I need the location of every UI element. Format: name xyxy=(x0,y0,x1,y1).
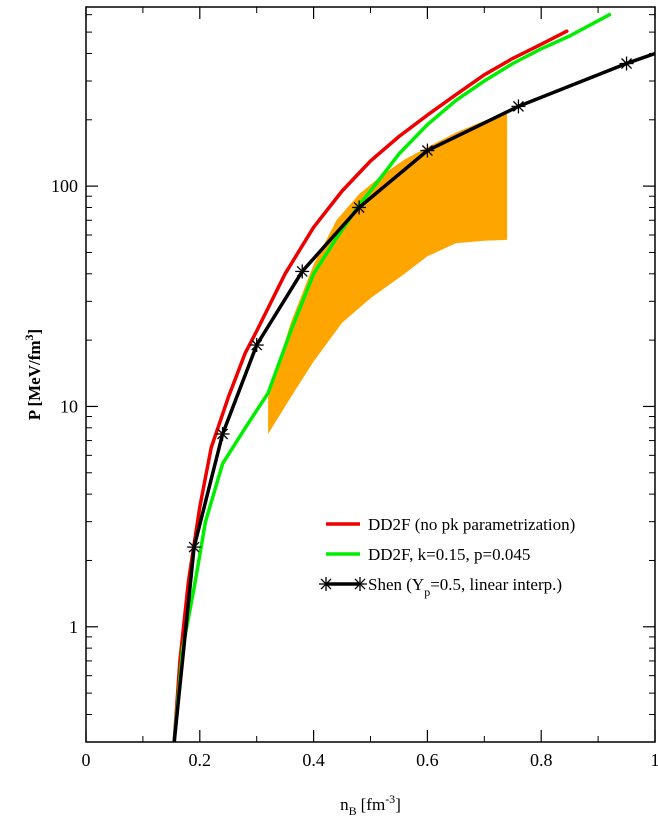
legend-entry-2: DD2F, k=0.15, p=0.045 xyxy=(326,545,530,564)
legend-label: Shen (Yp=0.5, linear interp.) xyxy=(368,575,562,599)
legend-label-sub: p xyxy=(424,585,430,599)
y-tick-label: 1 xyxy=(69,617,78,637)
series-3-marker xyxy=(187,540,202,555)
x-tick-label: 0 xyxy=(82,750,91,770)
plot-frame xyxy=(85,6,656,743)
y-axis-label-close: ] xyxy=(25,329,44,335)
marker-layer xyxy=(187,56,634,555)
series-line-3 xyxy=(172,51,655,742)
x-tick-label: 1 xyxy=(651,750,658,770)
x-axis-label-sub: B xyxy=(349,804,357,818)
x-axis-label-sup: -3 xyxy=(385,792,395,806)
x-axis-label-close: ] xyxy=(395,795,401,814)
series-3-marker xyxy=(295,264,310,279)
x-tick-label: 0.2 xyxy=(189,750,212,770)
legend-label-text: DD2F (no pk parametrization) xyxy=(368,515,575,534)
series-3-marker xyxy=(352,200,367,215)
shaded-band-layer xyxy=(268,112,508,435)
y-axis-label-main: P [MeV/fm xyxy=(25,340,44,420)
legend-label: DD2F (no pk parametrization) xyxy=(368,515,575,534)
legend-label-tail: =0.5, linear interp.) xyxy=(430,575,562,594)
x-tick-label: 0.4 xyxy=(302,750,325,770)
legend-marker xyxy=(353,577,367,591)
series-layer xyxy=(172,12,655,742)
legend-label-text: DD2F, k=0.15, p=0.045 xyxy=(368,545,530,564)
y-axis-label: P [MeV/fm3] xyxy=(22,329,44,420)
series-line-1 xyxy=(172,29,569,742)
x-axis-label-unit: [fm xyxy=(361,795,386,814)
series-line-2 xyxy=(172,12,612,742)
legend: DD2F (no pk parametrization) DD2F, k=0.15… xyxy=(319,515,575,599)
y-tick-label: 10 xyxy=(60,396,78,416)
series-3-marker xyxy=(215,426,230,441)
legend-entry-3: Shen (Yp=0.5, linear interp.) xyxy=(319,575,562,599)
legend-entry-1: DD2F (no pk parametrization) xyxy=(326,515,575,534)
series-3-marker xyxy=(420,143,435,158)
legend-marker xyxy=(319,577,333,591)
x-tick-label: 0.6 xyxy=(416,750,439,770)
x-axis-label-main: n xyxy=(340,795,349,814)
shaded-band xyxy=(268,112,508,435)
x-tick-label: 0.8 xyxy=(530,750,553,770)
series-3-marker xyxy=(249,338,264,353)
legend-label-text: Shen (Y xyxy=(368,575,424,594)
x-axis-label: nB [fm-3] xyxy=(340,792,401,818)
y-tick-label: 100 xyxy=(51,176,78,196)
series-3-marker xyxy=(511,99,526,114)
y-axis-label-sup: 3 xyxy=(22,334,36,340)
axis-ticks: 0 0.2 0.4 0.6 0.8 1 1 10 100 xyxy=(51,7,658,770)
legend-label: DD2F, k=0.15, p=0.045 xyxy=(368,545,530,564)
series-3-marker xyxy=(619,56,634,71)
